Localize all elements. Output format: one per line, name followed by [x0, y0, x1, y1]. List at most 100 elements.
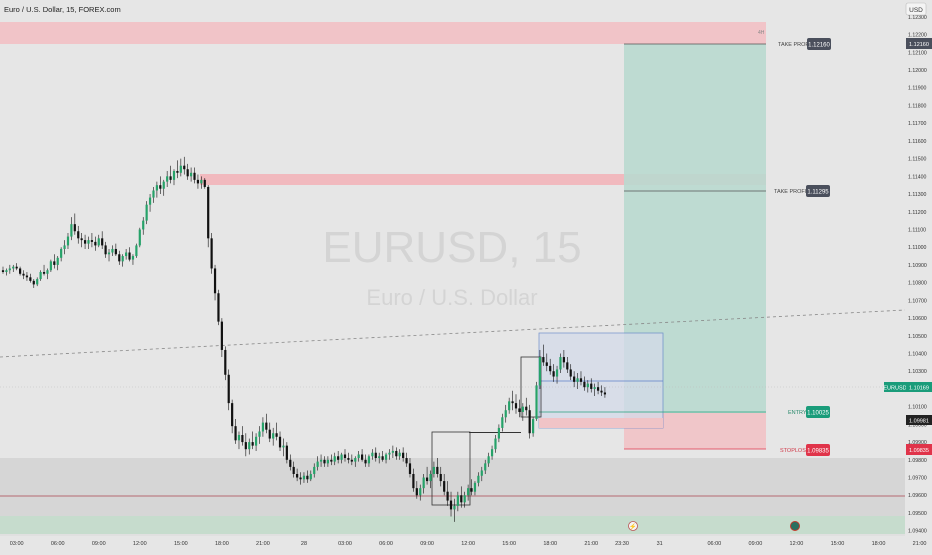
candle-body [285, 445, 288, 460]
stop-label: STOPLOSS [780, 448, 810, 454]
candle-body [227, 374, 230, 404]
candle-body [282, 445, 285, 448]
candle-body [381, 456, 384, 460]
currency-badge[interactable] [905, 2, 927, 16]
candle-body [77, 231, 80, 239]
replay-icon[interactable] [790, 521, 800, 531]
candle-body [217, 293, 220, 322]
candle-body [559, 357, 562, 370]
stop-axis-tag [906, 444, 932, 455]
candle-body [224, 349, 227, 375]
candle-body [473, 482, 477, 492]
candle-body [333, 456, 336, 462]
time-tick-label: 21:00 [256, 541, 270, 547]
time-tick-label: 15:00 [502, 541, 516, 547]
candle-body [220, 321, 223, 350]
alert-icon[interactable] [628, 521, 638, 531]
demand-zone [0, 458, 905, 516]
candle-body [66, 236, 70, 246]
candle-body [125, 252, 128, 257]
time-tick-label: 06:00 [707, 541, 721, 547]
candle-body [169, 176, 172, 180]
watermark-name: Euro / U.S. Dollar [366, 285, 537, 310]
candle-body [490, 449, 494, 457]
candle-body [296, 473, 299, 478]
candle-body [378, 456, 381, 459]
candle-body [265, 422, 268, 430]
candle-body [299, 477, 302, 480]
stop-value: 1.09835 [807, 449, 829, 455]
candle-body [374, 452, 377, 459]
candle-body [94, 241, 97, 246]
candle-body [391, 450, 394, 453]
candle-body [302, 475, 306, 480]
candle-body [73, 224, 76, 232]
candle-body [343, 454, 347, 459]
time-tick-label: 06:00 [379, 541, 393, 547]
candle-body [159, 185, 162, 189]
candle-body [49, 261, 52, 271]
tp-far-axis-value: 1.12160 [909, 42, 929, 48]
candle-body [408, 463, 412, 474]
price-tick-label: 1.11300 [908, 192, 926, 198]
time-tick-label: 12:00 [461, 541, 475, 547]
price-tick-label: 1.09500 [908, 511, 927, 517]
candle-body [292, 466, 295, 474]
price-tick-label: 1.10300 [908, 369, 927, 375]
supply-zone-mid [200, 174, 766, 185]
price-tick-label: 1.09600 [908, 493, 927, 499]
candle-body [275, 433, 278, 437]
price-axis [905, 0, 932, 550]
candle-body [193, 172, 196, 180]
candle-body [176, 171, 179, 173]
candle-body [384, 454, 388, 460]
time-tick-label: 21:00 [913, 541, 927, 547]
time-tick-label: 12:00 [790, 541, 804, 547]
candle-body [569, 369, 572, 377]
candle-body [258, 431, 261, 437]
tp-near-value: 1.11295 [807, 190, 829, 196]
candle-body [525, 406, 528, 411]
candle-body [422, 477, 425, 489]
candle-body [337, 456, 340, 460]
candle-body [326, 459, 329, 464]
candle-body [484, 463, 487, 471]
candle-body [186, 169, 189, 177]
candle-body [80, 238, 83, 241]
candle-body [200, 179, 203, 184]
candle-body [121, 256, 124, 262]
last-price-tag [906, 382, 932, 392]
candle-body [261, 422, 265, 432]
candle-body [480, 470, 483, 476]
candle-body [32, 280, 35, 285]
candle-body [251, 442, 254, 446]
candle-body [593, 387, 596, 389]
candle-body [19, 268, 22, 274]
candle-body [118, 254, 121, 262]
price-tick-label: 1.10800 [908, 281, 927, 287]
candle-body [213, 268, 217, 294]
candle-body [319, 459, 323, 462]
candle-body [425, 477, 429, 482]
candle-body [573, 376, 576, 382]
time-tick-label: 03:00 [10, 541, 24, 547]
candle-body [207, 186, 210, 239]
time-tick-label: 15:00 [174, 541, 188, 547]
candle-body [532, 419, 535, 434]
candle-body [535, 385, 538, 420]
candle-body [155, 185, 158, 191]
candle-body [395, 450, 398, 457]
time-tick-label: 18:00 [872, 541, 886, 547]
zone-timeframe-tag: 4H [758, 30, 765, 36]
price-axis-ticks: 1.12300 1.12200 1.12100 1.12000 1.11900 1.118… [908, 15, 927, 535]
candle-body [254, 436, 258, 446]
candle-body [203, 179, 206, 187]
candle-body [237, 435, 241, 441]
candle-body [518, 408, 521, 412]
candle-body [316, 461, 319, 467]
time-tick-label: 18:00 [215, 541, 229, 547]
candle-body [63, 245, 66, 249]
candle-body [412, 473, 415, 489]
candle-body [361, 454, 364, 460]
